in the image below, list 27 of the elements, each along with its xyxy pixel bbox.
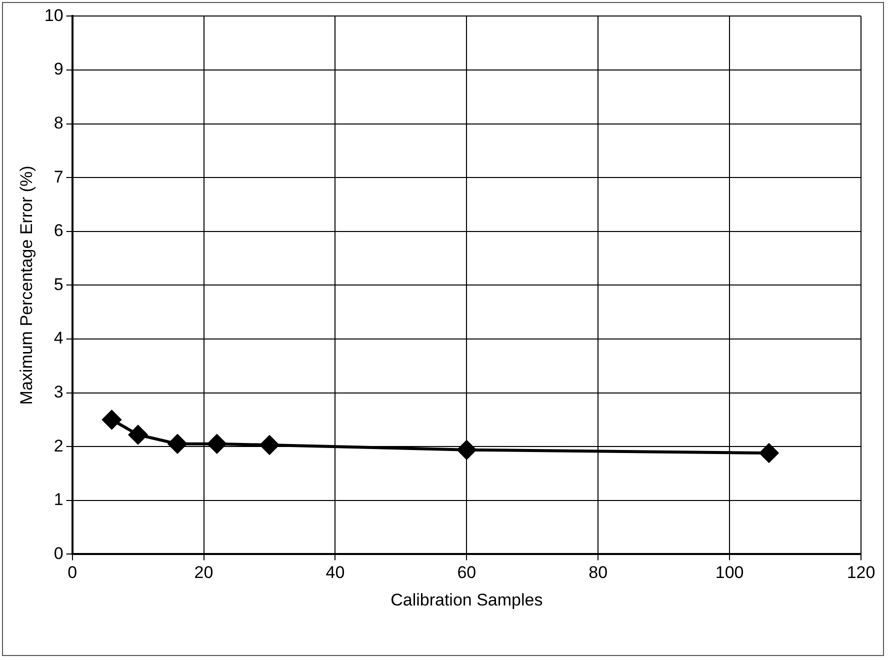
point	[260, 435, 279, 454]
x-tick-label: 120	[846, 563, 876, 582]
x-tick-label: 0	[68, 563, 78, 582]
x-tick-label: 100	[715, 563, 744, 582]
y-tick-label: 5	[54, 274, 64, 294]
y-tick-label: 0	[54, 544, 64, 563]
y-tick-label: 1	[54, 490, 64, 510]
y-axis-title: Maximum Percentage Error (%)	[16, 166, 36, 405]
point	[168, 434, 187, 454]
y-tick-label: 6	[54, 221, 64, 240]
y-tick-label: 10	[44, 6, 64, 25]
point	[457, 440, 476, 460]
y-tick-label: 9	[54, 60, 64, 79]
y-tick-label: 2	[54, 436, 64, 456]
point	[759, 444, 778, 463]
x-tick-label: 40	[326, 563, 345, 582]
y-tick-label: 8	[54, 113, 64, 132]
y-tick-label: 4	[54, 328, 64, 348]
y-tick-label: 7	[54, 167, 64, 186]
x-tick-label: 20	[194, 563, 214, 582]
point	[102, 410, 122, 430]
x-axis-title: Calibration Samples	[390, 590, 543, 610]
x-tick-label: 60	[457, 563, 476, 582]
x-tick-label: 80	[588, 563, 608, 582]
point	[128, 425, 148, 444]
point	[207, 434, 226, 454]
y-tick-label: 3	[54, 382, 64, 402]
